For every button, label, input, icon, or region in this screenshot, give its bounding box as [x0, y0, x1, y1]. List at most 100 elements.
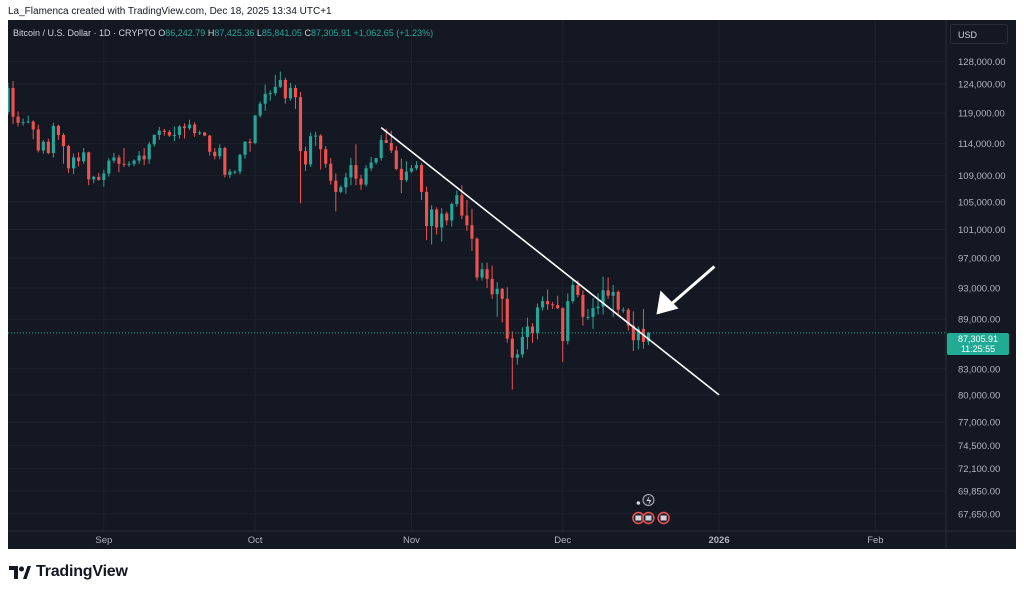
- y-tick-label: 83,000.00: [958, 364, 1000, 375]
- chart-pane[interactable]: 128,000.00 124,000.00 119,000.00 114,000.00…: [8, 20, 1016, 549]
- candle-body: [495, 288, 499, 295]
- candle-body: [182, 126, 187, 129]
- candle-body: [263, 93, 267, 104]
- y-tick-label: 97,000.00: [958, 254, 1000, 265]
- candle-body: [152, 134, 156, 145]
- candle-body: [56, 125, 60, 135]
- y-tick-label: 89,000.00: [958, 315, 1000, 326]
- flag-icon: [660, 515, 667, 521]
- candle-body: [172, 134, 176, 136]
- candle-body: [359, 178, 363, 185]
- candle-body: [440, 213, 444, 228]
- change-value: +1,062.65 (+1.23%): [353, 28, 434, 38]
- tradingview-logo[interactable]: TradingView: [9, 563, 128, 581]
- candle-body: [490, 278, 494, 295]
- candle-body: [46, 141, 50, 154]
- lightning-icon: [646, 496, 652, 505]
- candle-body: [606, 290, 610, 296]
- candle-body: [102, 173, 106, 181]
- last-price-tag: 87,305.91 11:25:55: [947, 333, 1009, 355]
- candle-body: [77, 157, 81, 162]
- candle-body: [586, 316, 590, 318]
- low-label: L: [256, 28, 262, 38]
- candle-body: [61, 134, 66, 147]
- event-dot: [636, 501, 641, 505]
- candle-body: [298, 97, 303, 152]
- y-tick-label: 72,100.00: [958, 464, 1000, 475]
- candle-body: [288, 87, 292, 99]
- price-chart[interactable]: 128,000.00 124,000.00 119,000.00 114,000.00…: [8, 20, 1016, 549]
- low-value: 85,841.05: [261, 28, 302, 38]
- y-tick-label: 124,000.00: [958, 79, 1006, 90]
- candle-body: [107, 160, 111, 174]
- candle-body: [500, 288, 504, 299]
- x-tick-label: Feb: [867, 535, 883, 546]
- open-label: O: [158, 28, 166, 38]
- currency-selector[interactable]: USD: [950, 24, 1008, 44]
- open-value: 86,242.79: [165, 28, 206, 38]
- candle-body: [460, 195, 464, 216]
- candle-body: [384, 139, 388, 143]
- candle-body: [389, 142, 393, 151]
- candle-body: [409, 168, 414, 172]
- candle-body: [309, 136, 313, 165]
- candle-body: [414, 165, 419, 169]
- candle-body: [258, 103, 262, 116]
- candle-body: [596, 306, 600, 309]
- candle-body: [314, 135, 318, 137]
- annotation-arrow-head: [656, 290, 679, 315]
- bar-countdown: 11:25:55: [960, 344, 996, 354]
- flag-icon: [645, 515, 652, 521]
- candle-body: [82, 152, 86, 162]
- y-tick-label: 77,000.00: [958, 417, 1000, 428]
- ohlc-legend: Bitcoin / U.S. Dollar · 1D · CRYPTO O86,…: [13, 28, 433, 38]
- y-tick-label: 67,650.00: [958, 509, 1000, 520]
- candle-body: [571, 285, 575, 302]
- tradingview-logo-icon: [9, 565, 31, 579]
- candle-body: [616, 291, 620, 310]
- candle-body: [71, 157, 76, 169]
- candle-body: [470, 225, 474, 239]
- candle-body: [198, 132, 202, 134]
- candle-body: [425, 191, 429, 227]
- candle-body: [203, 132, 207, 136]
- high-value: 87,425.36: [214, 28, 255, 38]
- candle-body: [127, 163, 131, 165]
- y-tick-label: 101,000.00: [958, 225, 1006, 236]
- candle-body: [525, 326, 529, 338]
- candle-body: [515, 354, 519, 358]
- candle-body: [132, 160, 136, 164]
- candle-body: [187, 124, 192, 129]
- chart-caption: La_Flamenca created with TradingView.com…: [8, 6, 332, 17]
- candle-body: [561, 308, 565, 342]
- y-tick-label: 105,000.00: [958, 197, 1006, 208]
- candle-body: [11, 87, 15, 117]
- candle-body: [404, 171, 408, 181]
- candle-body: [621, 309, 625, 311]
- candle-body: [540, 301, 545, 308]
- candle-body: [556, 305, 560, 309]
- candle-body: [283, 79, 287, 99]
- candle-body: [566, 301, 570, 342]
- brand-name: TradingView: [36, 563, 128, 580]
- y-tick-label: 119,000.00: [958, 109, 1005, 120]
- candle-body: [117, 157, 121, 164]
- candle-body: [253, 115, 257, 143]
- candle-body: [233, 171, 237, 173]
- candle-body: [520, 337, 524, 355]
- flag-icon: [635, 515, 642, 521]
- candle-body: [51, 125, 55, 154]
- candle-body: [394, 150, 398, 169]
- candle-body: [41, 141, 45, 151]
- x-tick-label: Oct: [248, 535, 263, 546]
- candle-body: [92, 176, 96, 180]
- candle-body: [218, 147, 222, 157]
- candle-body: [213, 151, 217, 157]
- annotation-arrow-shaft: [667, 265, 716, 308]
- candle-body: [646, 332, 651, 342]
- y-tick-label: 128,000.00: [958, 57, 1006, 68]
- candle-body: [551, 304, 555, 306]
- candle-body: [177, 126, 182, 135]
- y-tick-label: 74,500.00: [958, 441, 1000, 452]
- candle-body: [354, 165, 358, 179]
